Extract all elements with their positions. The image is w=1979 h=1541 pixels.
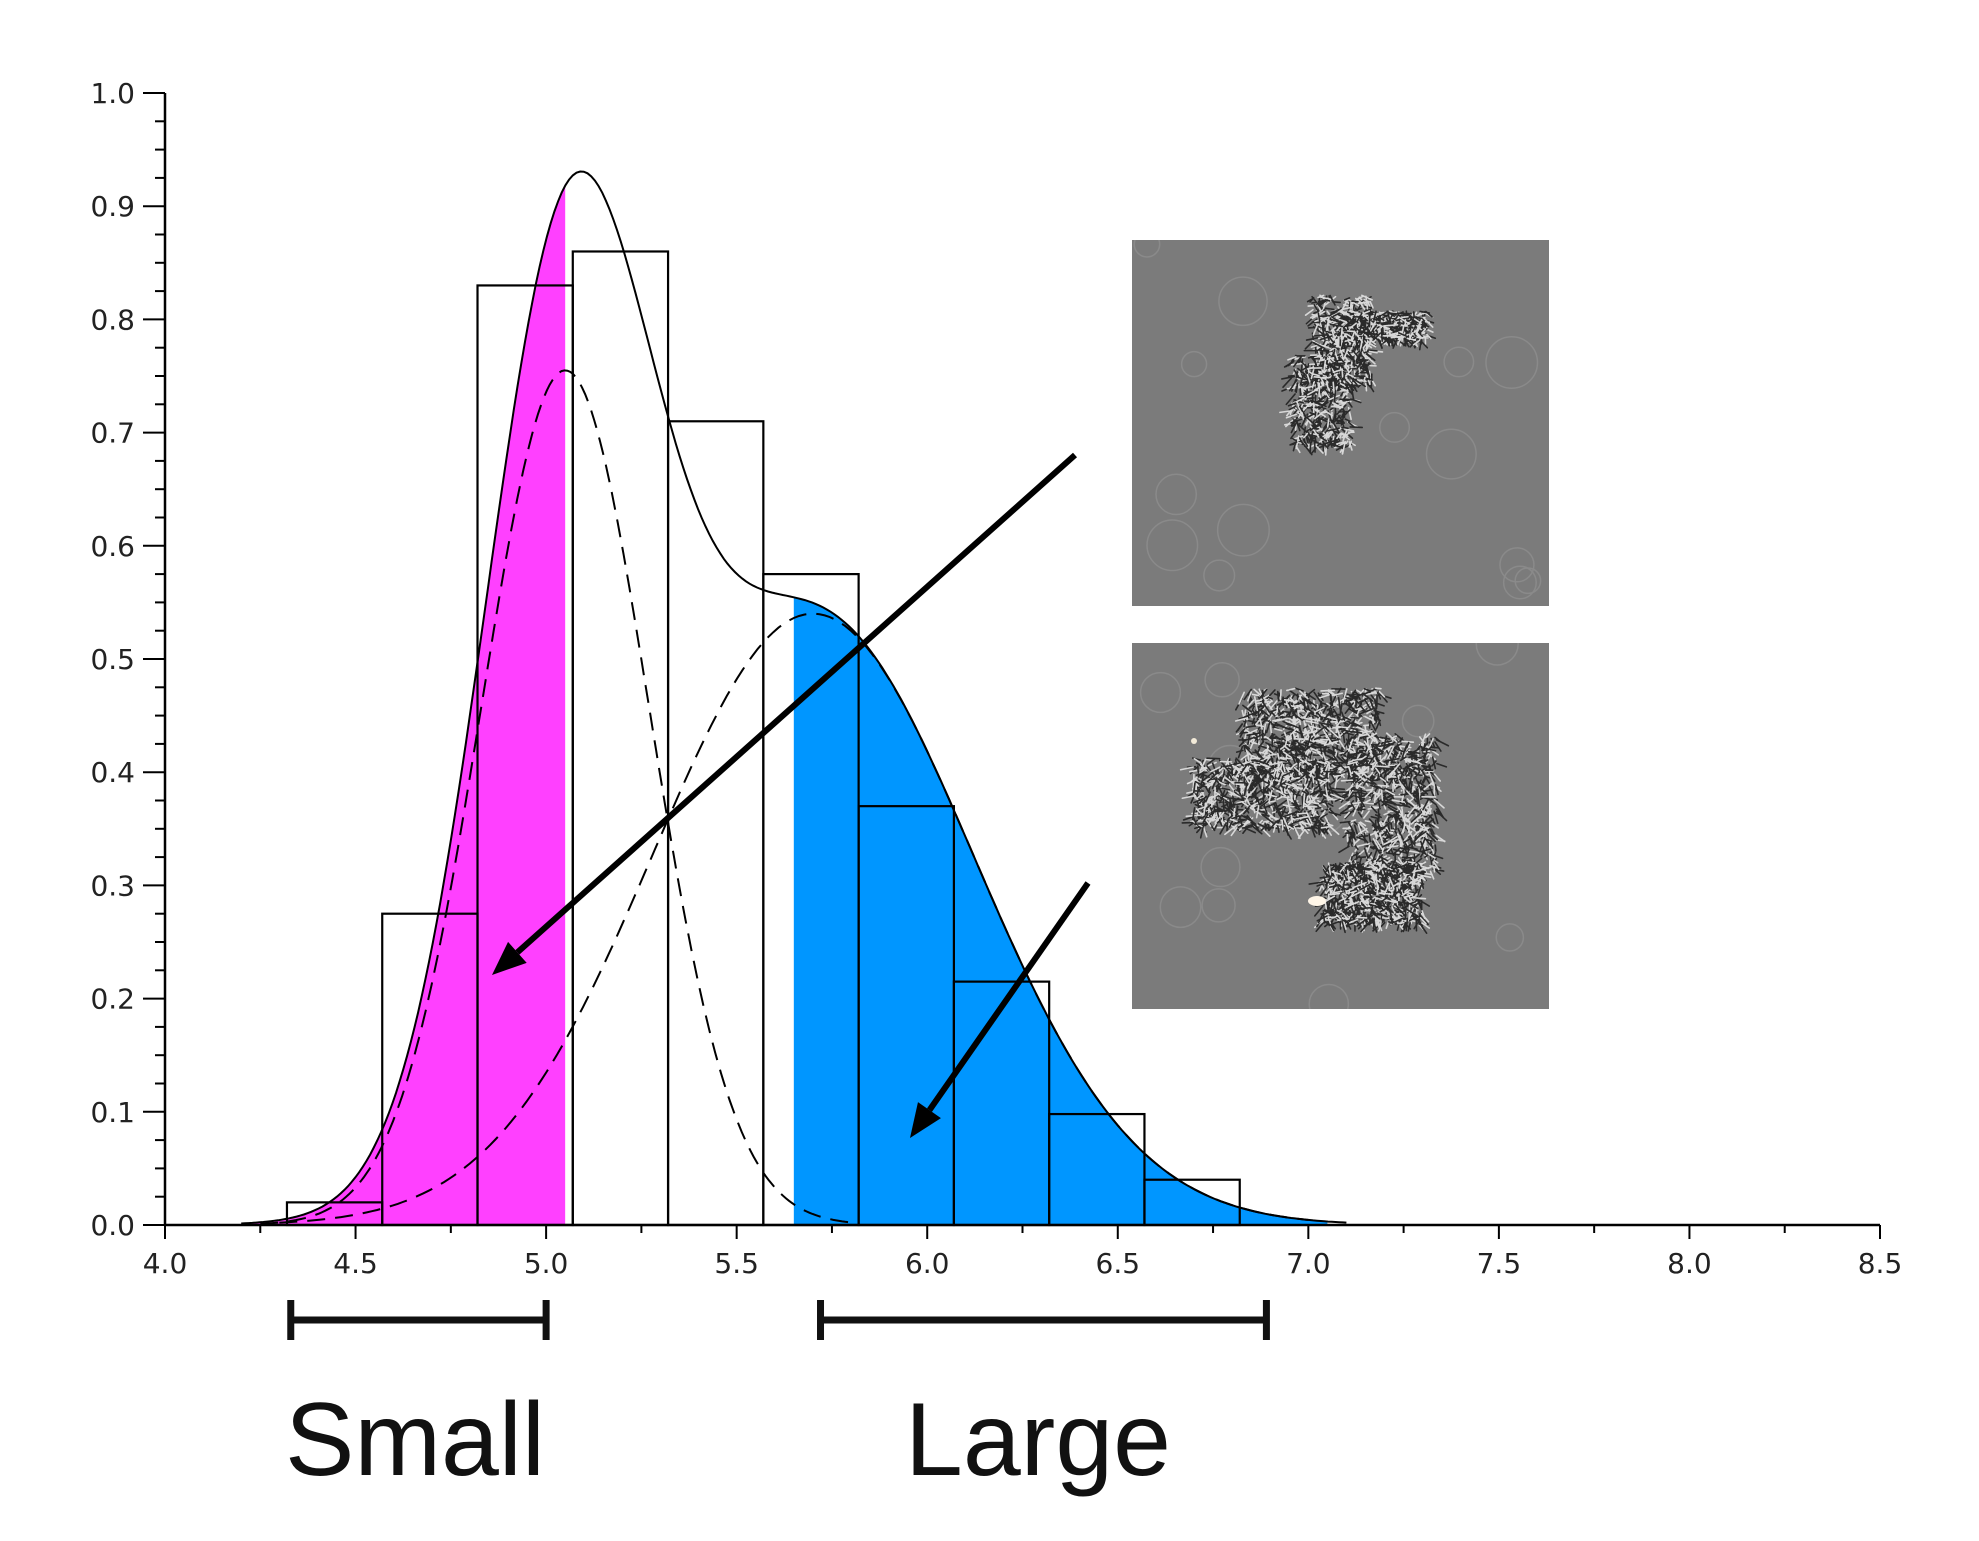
small-label: Small (285, 1382, 545, 1498)
x-tick-label: 6.5 (1096, 1247, 1141, 1280)
total-fit-curve (241, 170, 1347, 1225)
arrows (492, 452, 1091, 1138)
x-tick-label: 5.0 (524, 1247, 569, 1280)
y-tick-label: 0.8 (90, 303, 135, 336)
y-tick-label: 0.7 (90, 417, 135, 450)
range-bars (287, 1300, 1270, 1340)
range-bar-large (817, 1300, 1270, 1340)
x-tick-label: 8.0 (1667, 1247, 1712, 1280)
y-tick-label: 0.0 (90, 1209, 135, 1242)
x-tick-label: 7.5 (1477, 1247, 1522, 1280)
x-tick-label: 8.5 (1858, 1247, 1903, 1280)
y-tick-label: 0.3 (90, 869, 135, 902)
y-tick-label: 0.6 (90, 530, 135, 563)
y-tick-label: 0.1 (90, 1096, 135, 1129)
x-tick-label: 7.0 (1286, 1247, 1331, 1280)
x-tick-label: 4.0 (143, 1247, 188, 1280)
y-tick-label: 0.2 (90, 983, 135, 1016)
y-tick-label: 0.5 (90, 643, 135, 676)
x-tick-label: 6.0 (905, 1247, 950, 1280)
x-tick-label: 4.5 (333, 1247, 378, 1280)
small-colony-micrograph-icon (1132, 240, 1549, 606)
large-component-curve (279, 612, 1309, 1224)
y-tick-label: 0.9 (90, 190, 135, 223)
fitted-curves (241, 170, 1347, 1225)
large-colony-micrograph-icon (1132, 643, 1549, 1009)
arrow-to-small-icon (492, 452, 1077, 975)
y-tick-label: 1.0 (90, 77, 135, 110)
histogram-bar (666, 420, 765, 1227)
range-bar-small (287, 1300, 550, 1340)
y-axis-ticks: 0.0 0.1 0.2 0.3 0.4 0.5 0.6 0.7 0.8 0.9 1.0 (90, 77, 165, 1242)
small-component-curve (260, 369, 852, 1225)
shaded-region-large (793, 597, 1328, 1225)
shaded-regions (241, 185, 1328, 1225)
x-tick-label: 5.5 (714, 1247, 759, 1280)
large-label: Large (905, 1382, 1171, 1498)
arrow-to-large-icon (910, 881, 1091, 1138)
y-tick-label: 0.4 (90, 756, 135, 789)
shaded-region-small (241, 185, 566, 1225)
x-axis-ticks: 4.0 4.5 5.0 5.5 6.0 6.5 7.0 7.5 8.0 8.5 (143, 1225, 1903, 1280)
